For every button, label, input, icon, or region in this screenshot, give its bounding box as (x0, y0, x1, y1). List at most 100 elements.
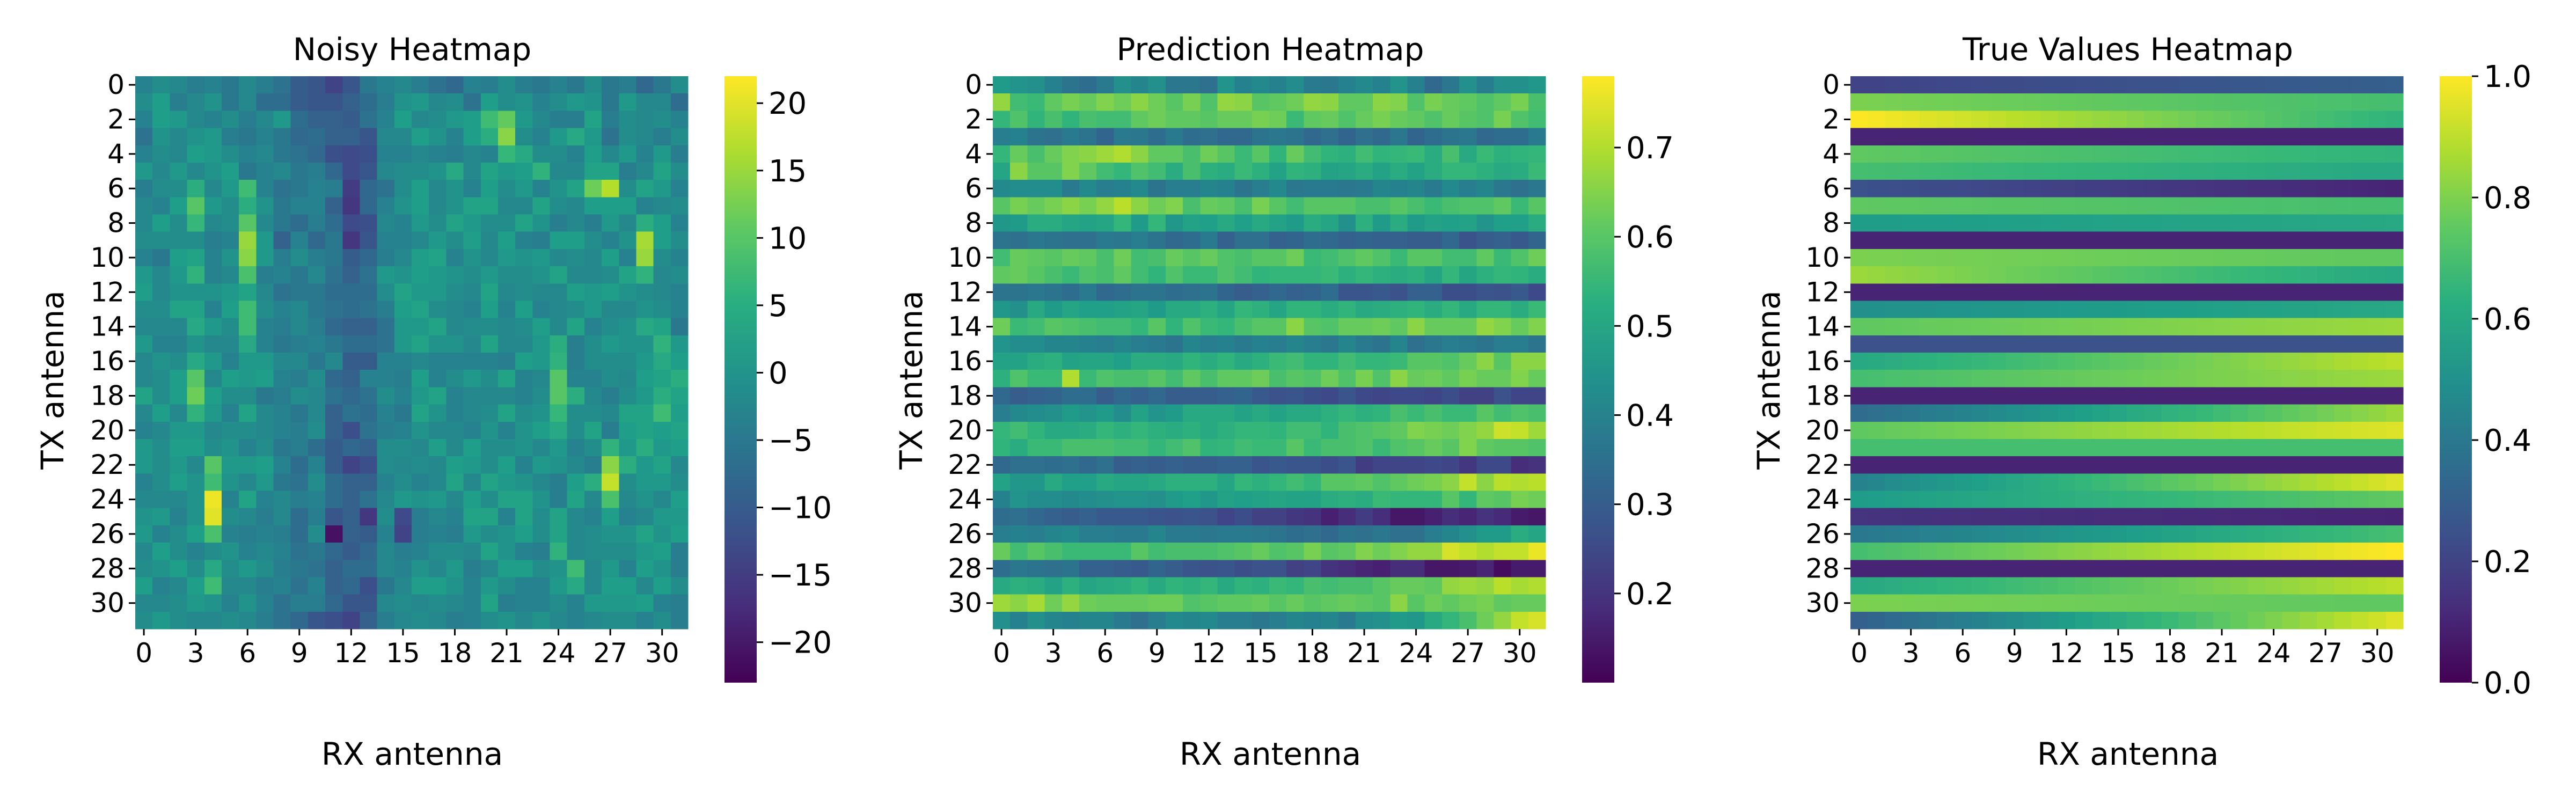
heatmap-cell (1850, 111, 1868, 129)
heatmap-cell (135, 577, 153, 595)
heatmap-cell (550, 231, 568, 250)
heatmap-cell (187, 353, 205, 370)
heatmap-cell (1954, 231, 1972, 250)
y-tick-label: 20 (1805, 415, 1840, 446)
heatmap-cell (1286, 128, 1304, 146)
heatmap-cell (2385, 128, 2404, 146)
heatmap-cell (670, 128, 689, 146)
heatmap-cell (1321, 508, 1339, 526)
heatmap-cell (2161, 353, 2179, 370)
heatmap-cell (446, 473, 464, 492)
heatmap-cell (1027, 76, 1045, 94)
heatmap-cell (480, 214, 499, 232)
heatmap-cell (2040, 473, 2058, 492)
heatmap-cell (2127, 283, 2145, 302)
heatmap-cell (1286, 301, 1304, 319)
heatmap-cell (1096, 508, 1114, 526)
x-tick-label: 30 (645, 638, 679, 669)
heatmap-cell (1338, 473, 1356, 492)
heatmap-cell (394, 577, 412, 595)
heatmap-cell (653, 145, 671, 163)
heatmap-cell (1148, 473, 1166, 492)
heatmap-cell (1407, 473, 1425, 492)
heatmap-cell (170, 456, 188, 474)
heatmap-cell (2230, 594, 2248, 612)
heatmap-cell (584, 404, 602, 422)
heatmap-cell (497, 197, 516, 215)
heatmap-cell (1511, 577, 1529, 595)
heatmap-cell (2265, 525, 2283, 543)
heatmap-cell (2230, 197, 2248, 215)
heatmap-cell (152, 318, 170, 336)
heatmap-cell (1165, 231, 1183, 250)
heatmap-cell (1511, 594, 1529, 612)
heatmap-cell (446, 594, 464, 612)
heatmap-cell (1528, 266, 1546, 284)
heatmap-cell (636, 111, 654, 129)
heatmap-cell (1390, 335, 1408, 353)
heatmap-cell (1200, 473, 1218, 492)
heatmap-cell (2092, 248, 2110, 267)
heatmap-cell (1131, 93, 1149, 111)
heatmap-cell (2351, 370, 2369, 387)
heatmap-cell (446, 370, 464, 387)
heatmap-cell (2178, 214, 2197, 232)
heatmap-cell (1424, 128, 1443, 146)
heatmap-cell (993, 370, 1011, 387)
heatmap-cell (2178, 594, 2197, 612)
heatmap-cell (2161, 577, 2179, 595)
heatmap-cell (480, 231, 499, 250)
heatmap-cell (1868, 387, 1885, 405)
heatmap-cell (1936, 353, 1955, 370)
heatmap-cell (135, 266, 153, 284)
heatmap-cell (446, 180, 464, 197)
heatmap-cell (1511, 318, 1529, 336)
heatmap-cell (480, 301, 499, 319)
heatmap-cell (2385, 318, 2404, 336)
heatmap-cell (2109, 231, 2127, 250)
heatmap-cell (653, 577, 671, 595)
heatmap-cell (446, 353, 464, 370)
heatmap-cell (1044, 111, 1063, 129)
heatmap-cell (1321, 370, 1339, 387)
y-tick-label: 4 (1823, 138, 1840, 170)
heatmap-cell (1441, 197, 1460, 215)
heatmap-cell (2178, 93, 2197, 111)
heatmap-cell (550, 577, 568, 595)
heatmap-cell (1027, 248, 1045, 267)
heatmap-cell (1079, 404, 1097, 422)
heatmap-cell (1373, 180, 1391, 197)
heatmap-cell (204, 180, 222, 197)
heatmap-cell (2317, 543, 2334, 560)
heatmap-cell (2299, 318, 2317, 336)
heatmap-cell (1476, 611, 1495, 630)
heatmap-cell (670, 370, 689, 387)
heatmap-cell (2161, 128, 2179, 146)
heatmap-cell (308, 491, 326, 509)
heatmap-cell (1079, 145, 1097, 163)
heatmap-cell (2317, 577, 2334, 595)
heatmap-cell (1079, 456, 1097, 474)
heatmap-cell (239, 283, 257, 302)
heatmap-cell (2334, 76, 2352, 94)
heatmap-cell (1010, 594, 1028, 612)
x-tick-label: 6 (1954, 638, 1971, 669)
heatmap-cell (2109, 128, 2127, 146)
heatmap-cell (2161, 111, 2179, 129)
heatmap-cell (1902, 421, 1920, 440)
heatmap-cell (1183, 197, 1201, 215)
heatmap-cell (394, 214, 412, 232)
heatmap-cell (1936, 473, 1955, 492)
heatmap-cell (2213, 543, 2231, 560)
heatmap-cell (1269, 525, 1287, 543)
heatmap-cell (1919, 438, 1937, 457)
heatmap-cell (2092, 180, 2110, 197)
heatmap-cell (2334, 162, 2352, 180)
heatmap-cell (2265, 162, 2283, 180)
heatmap-cell (1269, 145, 1287, 163)
heatmap-cell (1114, 473, 1132, 492)
heatmap-cell (1511, 456, 1529, 474)
heatmap-cell (204, 231, 222, 250)
heatmap-cell (2161, 180, 2179, 197)
